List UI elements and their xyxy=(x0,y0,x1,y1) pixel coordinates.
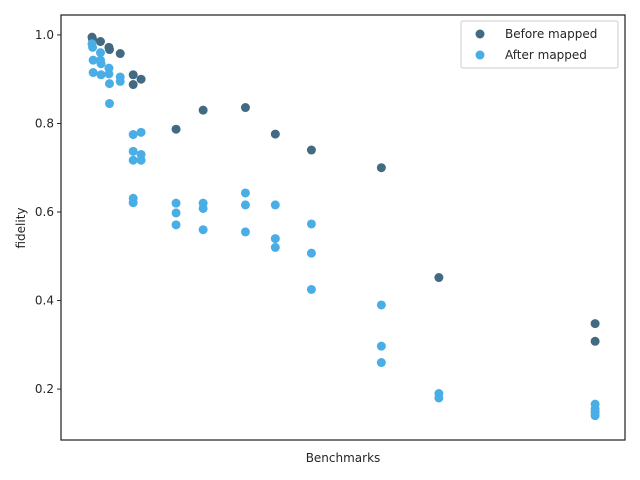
data-point xyxy=(95,37,105,47)
data-point xyxy=(270,242,280,252)
data-point xyxy=(270,129,280,139)
legend-marker-after-mapped xyxy=(475,50,485,60)
data-point xyxy=(104,69,114,79)
data-point xyxy=(434,393,444,403)
data-point xyxy=(128,198,138,208)
data-point xyxy=(270,234,280,244)
y-axis-ticks: 0.2 0.4 0.6 0.8 1.0 xyxy=(35,28,61,396)
data-point xyxy=(136,74,146,84)
y-tick-label: 0.8 xyxy=(35,116,54,130)
legend: Before mapped After mapped xyxy=(460,20,619,69)
data-point xyxy=(198,203,208,213)
data-point xyxy=(198,105,208,115)
y-tick-label: 0.4 xyxy=(35,294,54,308)
data-point xyxy=(306,248,316,258)
data-point xyxy=(171,124,181,134)
data-point xyxy=(136,155,146,165)
y-tick-label: 0.6 xyxy=(35,205,54,219)
data-point xyxy=(240,188,250,198)
data-point xyxy=(306,284,316,294)
data-point xyxy=(590,411,600,421)
x-axis-label: Benchmarks xyxy=(306,451,381,465)
data-point xyxy=(128,146,138,156)
series-before-mapped xyxy=(87,32,600,346)
data-point xyxy=(96,59,106,69)
data-point xyxy=(128,155,138,165)
data-point xyxy=(240,227,250,237)
plot-frame xyxy=(60,14,626,441)
data-point xyxy=(88,42,98,52)
data-point xyxy=(306,145,316,155)
data-point xyxy=(105,79,114,89)
data-point xyxy=(240,200,250,210)
y-axis-label: fidelity xyxy=(14,207,28,248)
data-point xyxy=(590,336,600,346)
data-point xyxy=(306,219,316,229)
data-point xyxy=(115,49,125,59)
series-after-mapped xyxy=(87,39,600,421)
data-point xyxy=(376,341,386,351)
data-point xyxy=(171,220,181,230)
data-point xyxy=(128,80,138,90)
y-tick-label: 0.2 xyxy=(35,382,54,396)
data-point xyxy=(105,99,114,109)
legend-marker-before-mapped xyxy=(475,29,485,39)
y-tick-label: 1.0 xyxy=(35,28,54,42)
legend-box xyxy=(460,20,619,69)
data-point xyxy=(198,225,208,235)
data-point xyxy=(434,273,444,283)
legend-label-after-mapped: After mapped xyxy=(505,48,587,62)
data-point xyxy=(128,70,138,80)
data-point xyxy=(376,163,386,173)
data-point xyxy=(171,208,181,218)
data-point xyxy=(115,76,125,86)
data-point xyxy=(88,55,98,65)
legend-label-before-mapped: Before mapped xyxy=(505,27,597,41)
data-point xyxy=(270,200,280,210)
data-point xyxy=(376,300,386,310)
data-point xyxy=(590,319,600,329)
data-point xyxy=(136,127,146,137)
data-point xyxy=(88,68,98,78)
data-point xyxy=(240,103,250,113)
data-point xyxy=(95,48,105,58)
data-point xyxy=(96,70,106,80)
data-point xyxy=(376,358,386,368)
points-layer xyxy=(87,32,600,421)
data-point xyxy=(128,130,138,140)
data-point xyxy=(105,45,114,55)
data-point xyxy=(171,198,181,208)
